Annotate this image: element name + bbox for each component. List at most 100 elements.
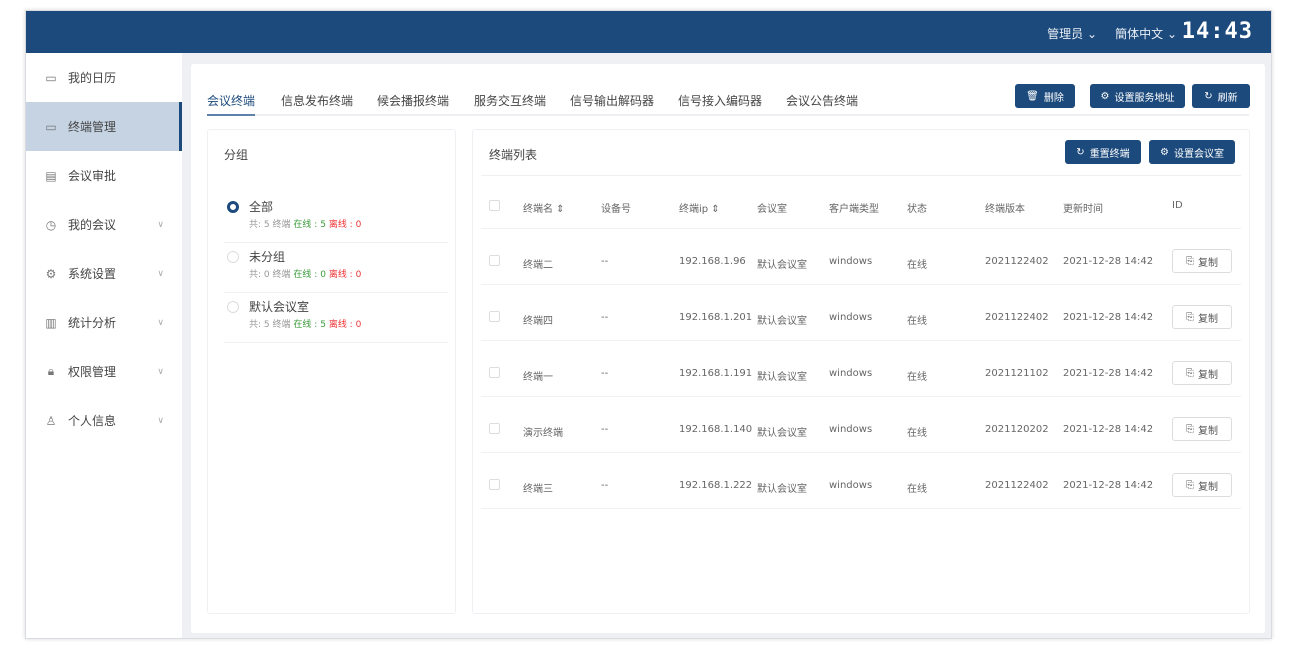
group-panel-title: 分组 [224, 148, 249, 162]
table-cell: 终端三 [523, 484, 553, 495]
row-checkbox[interactable] [489, 255, 500, 266]
stat-part: 共: [249, 320, 262, 330]
tab[interactable]: 服务交互终端 [474, 94, 547, 108]
copy-button[interactable]: ⎘ 复制 [1172, 417, 1232, 441]
table-cell: 192.168.1.96 [679, 256, 746, 267]
radio-button[interactable] [227, 201, 239, 213]
chevron-down-icon: ⌄ [1166, 27, 1177, 41]
column-header[interactable]: 终端版本 [985, 204, 1025, 215]
tab[interactable]: 信号输出解码器 [570, 94, 655, 108]
group-item[interactable]: 默认会议室 共: 5 终端 在线 : 5 离线 : 0 [224, 294, 448, 343]
table-cell: 在线 [907, 316, 927, 327]
table-cell: 默认会议室 [757, 316, 807, 327]
row-divider [481, 508, 1241, 509]
sidebar-item[interactable]: ▤ 会议审批 [26, 151, 182, 200]
sidebar-item[interactable]: ⚙ 系统设置 ∨ [26, 249, 182, 298]
stat-part: 5 [320, 220, 326, 230]
copy-button[interactable]: ⎘ 复制 [1172, 473, 1232, 497]
stat-part: 终端 [272, 270, 291, 280]
column-header[interactable]: 设备号 [601, 204, 631, 215]
select-all-checkbox[interactable] [489, 200, 500, 211]
set-room-button[interactable]: ⚙ 设置会议室 [1149, 140, 1235, 164]
stat-part: 离线 : [328, 220, 353, 230]
restart-terminal-button[interactable]: ↻ 重置终端 [1065, 140, 1141, 164]
group-item[interactable]: 未分组 共: 0 终端 在线 : 0 离线 : 0 [224, 244, 448, 293]
tab[interactable]: 信息发布终端 [281, 94, 354, 108]
stat-part: 5 [320, 320, 326, 330]
sidebar-item[interactable]: ◷ 我的会议 ∨ [26, 200, 182, 249]
group-item[interactable]: 全部 共: 5 终端 在线 : 5 离线 : 0 [224, 194, 448, 243]
table-cell: 2021-12-28 14:42 [1063, 312, 1154, 323]
table-cell: 2021120202 [985, 424, 1049, 435]
column-header[interactable]: 状态 [907, 204, 927, 215]
chevron-down-icon: ∨ [157, 366, 164, 377]
sidebar: ▭ 我的日历 ▭ 终端管理 ▤ 会议审批 ◷ 我的会议 ∨ ⚙ 系统设置 ∨ ▥ 统计分析 ∨ 🔒︎ 权限管理 ∨… [26, 53, 182, 638]
document-icon: ▤ [45, 168, 57, 183]
tab[interactable]: 会议公告终端 [786, 94, 859, 108]
table-cell: -- [601, 424, 609, 435]
stat-part: 0 [263, 270, 270, 280]
row-checkbox[interactable] [489, 367, 500, 378]
column-header[interactable]: 终端名 ⇕ [523, 204, 565, 215]
table-cell: 192.168.1.140 [679, 424, 753, 435]
row-checkbox[interactable] [489, 423, 500, 434]
row-divider [481, 396, 1241, 397]
tab[interactable]: 候会播报终端 [377, 94, 450, 108]
row-checkbox[interactable] [489, 311, 500, 322]
copy-icon: ⎘ [1186, 311, 1194, 323]
sidebar-item[interactable]: ▥ 统计分析 ∨ [26, 298, 182, 347]
copy-label: 复制 [1198, 257, 1218, 269]
column-header[interactable]: ID [1172, 200, 1183, 211]
copy-label: 复制 [1198, 369, 1218, 381]
tab[interactable]: 信号接入编码器 [678, 94, 763, 108]
copy-button[interactable]: ⎘ 复制 [1172, 249, 1232, 273]
lock-icon: 🔒︎ [47, 364, 55, 378]
bar-chart-icon: ▥ [45, 315, 57, 330]
row-divider [481, 452, 1241, 453]
stat-part: 终端 [272, 220, 291, 230]
trash-icon: 🗑︎ [1026, 90, 1039, 102]
copy-button[interactable]: ⎘ 复制 [1172, 305, 1232, 329]
group-name: 全部 [249, 200, 274, 214]
refresh-button[interactable]: ↻ 刷新 [1192, 84, 1250, 108]
set-server-button[interactable]: ⚙ 设置服务地址 [1090, 84, 1185, 108]
table-cell: 在线 [907, 428, 927, 439]
app-window: 管理员 ⌄ 簡体中文 ⌄ 14:43 ▭ 我的日历 ▭ 终端管理 ▤ 会议审批 ◷ 我的会议 ∨… [25, 10, 1272, 639]
delete-button[interactable]: 🗑︎ 删除 [1015, 84, 1075, 108]
user-menu[interactable]: 管理员 ⌄ [1047, 27, 1097, 41]
table-cell: windows [829, 368, 873, 379]
table-cell: -- [601, 312, 609, 323]
table-cell: 在线 [907, 484, 927, 495]
row-checkbox[interactable] [489, 479, 500, 490]
column-header[interactable]: 更新时间 [1063, 204, 1103, 215]
radio-button[interactable] [227, 251, 239, 263]
stat-part: 终端 [272, 320, 291, 330]
radio-button[interactable] [227, 301, 239, 313]
refresh-icon: ↻ [1204, 90, 1213, 102]
column-header[interactable]: 客户端类型 [829, 204, 879, 215]
clock: 14:43 [1181, 19, 1253, 44]
group-panel: 分组 全部 共: 5 终端 在线 : 5 离线 : 0 未分组 共: 0 终端 在线… [207, 129, 456, 614]
row-divider [481, 284, 1241, 285]
table-cell: 192.168.1.222 [679, 480, 753, 491]
sidebar-item[interactable]: ▭ 我的日历 [26, 53, 182, 102]
tab-bar: 会议终端 信息发布终端 候会播报终端 服务交互终端 信号输出解码器 信号接入编码器 会议公告… [207, 84, 1249, 116]
sidebar-item[interactable]: ▭ 终端管理 [26, 102, 182, 151]
sidebar-item-label: 统计分析 [68, 316, 117, 330]
table-cell: 192.168.1.201 [679, 312, 753, 323]
clock-icon: ◷ [45, 217, 57, 232]
copy-button[interactable]: ⎘ 复制 [1172, 361, 1232, 385]
table-cell: -- [601, 368, 609, 379]
table-cell: 演示终端 [523, 428, 563, 439]
tab[interactable]: 会议终端 [207, 94, 256, 116]
column-header[interactable]: 会议室 [757, 204, 787, 215]
sidebar-item[interactable]: 🔒︎ 权限管理 ∨ [26, 347, 182, 396]
column-header[interactable]: 终端ip ⇕ [679, 204, 720, 215]
table-cell: 默认会议室 [757, 484, 807, 495]
language-menu[interactable]: 簡体中文 ⌄ [1115, 27, 1177, 41]
table-cell: 终端四 [523, 316, 553, 327]
table-cell: 在线 [907, 260, 927, 271]
sidebar-item[interactable]: ♙ 个人信息 ∨ [26, 396, 182, 445]
gear-icon: ⚙ [1160, 146, 1169, 158]
terminal-list-panel: 终端列表 ↻ 重置终端 ⚙ 设置会议室 终端名 ⇕ 设备号 终端ip ⇕ 会议室 客户端类型… [472, 129, 1250, 614]
